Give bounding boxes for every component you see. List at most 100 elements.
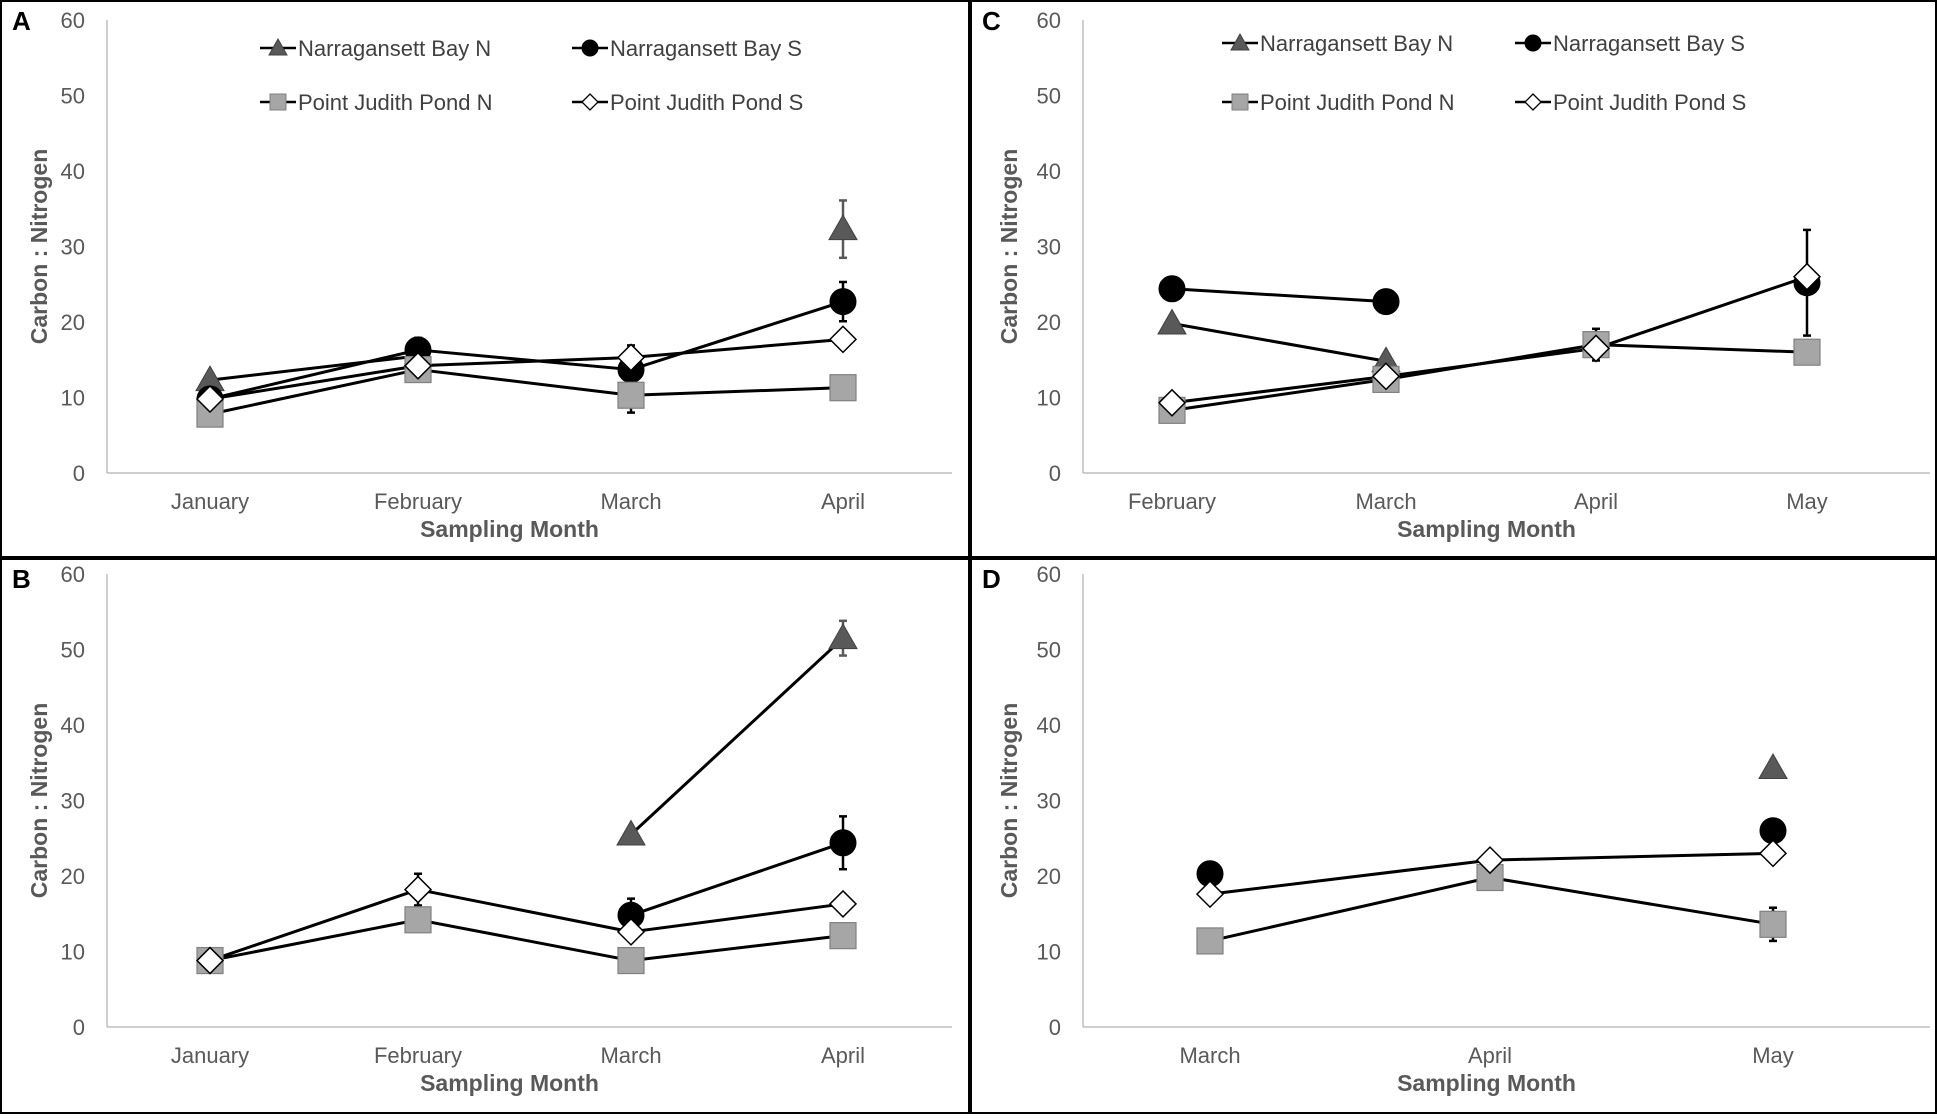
y-axis-title: Carbon : Nitrogen [996, 703, 1022, 899]
y-tick-label: 10 [61, 940, 85, 965]
marker-circle [1158, 275, 1186, 303]
y-tick-label: 0 [73, 461, 85, 486]
marker-diamond [828, 325, 858, 354]
panel-b: B 0 10 20 30 40 50 60 January February March April S… [0, 558, 970, 1114]
series-point-judith-pond-n [1209, 876, 1774, 943]
y-tick-label: 20 [61, 310, 85, 335]
series-line-segment [629, 637, 845, 836]
series-line-segment [209, 918, 419, 963]
x-axis-title: Sampling Month [1397, 1070, 1576, 1096]
series-line-segment [1595, 275, 1808, 350]
series-line-segment [1595, 343, 1808, 354]
x-tick-label: April [1574, 489, 1618, 514]
series-narragansett-bay-n [1171, 322, 1387, 363]
y-tick-label: 40 [61, 159, 85, 184]
legend-item: Narragansett Bay S [1515, 31, 1745, 56]
y-tick-label: 60 [61, 8, 85, 33]
legend-item: Point Judith Pond S [572, 90, 803, 115]
series-point-judith-pond-s [209, 888, 844, 962]
marker-square [1793, 338, 1821, 366]
panel-a: A 0 10 20 30 40 50 60 January February March April S… [0, 0, 970, 558]
marker-diamond [403, 351, 433, 380]
marker-diamond [1157, 388, 1187, 417]
series-line-segment [417, 888, 632, 934]
panel-label: C [982, 6, 1001, 36]
panel-label: A [12, 6, 31, 36]
legend-marker-triangle [268, 37, 288, 56]
series-line-segment [1171, 374, 1387, 405]
series-narragansett-bay-n [209, 354, 419, 382]
panel-label: D [982, 564, 1001, 594]
legend-item: Point Judith Pond N [1222, 90, 1454, 115]
series-line-segment [417, 368, 632, 397]
legend-item: Point Judith Pond N [260, 90, 492, 115]
x-tick-label: January [171, 489, 249, 514]
series-line-segment [1385, 346, 1597, 378]
series-line-segment [630, 902, 844, 934]
marker-triangle [828, 214, 858, 241]
series-line-segment [209, 354, 419, 382]
y-tick-label: 0 [1049, 461, 1061, 486]
series-line-segment [417, 355, 632, 368]
marker-diamond [1792, 262, 1822, 291]
y-tick-label: 50 [61, 638, 85, 663]
legend-label: Point Judith Pond N [1260, 90, 1454, 115]
marker-diamond [403, 875, 433, 904]
series-line-segment [1209, 876, 1491, 943]
series-narragansett-bay-s [209, 300, 844, 401]
y-tick-label: 20 [1037, 864, 1061, 889]
y-tick-label: 30 [61, 789, 85, 814]
marker-circle [829, 829, 857, 857]
marker-diamond [195, 384, 225, 414]
series-line-segment [1171, 287, 1387, 304]
series-line-segment [1171, 322, 1387, 363]
series-line-segment [1209, 858, 1491, 896]
x-axis-title: Sampling Month [420, 1070, 599, 1096]
series-line-segment [209, 368, 419, 416]
marker-diamond [828, 889, 858, 918]
series-line-segment [630, 300, 844, 371]
y-axis-title: Carbon : Nitrogen [26, 149, 52, 345]
y-tick-label: 40 [1037, 713, 1061, 738]
panel-frame [0, 0, 970, 558]
panel-frame [0, 558, 970, 1114]
marker-square [829, 922, 857, 950]
y-tick-label: 60 [61, 562, 85, 587]
marker-square [617, 381, 645, 409]
series-point-judith-pond-n [209, 368, 844, 416]
marker-triangle [1157, 308, 1187, 335]
x-tick-label: March [600, 1043, 661, 1068]
legend-item: Narragansett Bay N [260, 36, 491, 61]
y-tick-label: 20 [61, 864, 85, 889]
marker-triangle [1758, 753, 1788, 780]
series-line-segment [630, 386, 844, 397]
series-line-segment [630, 841, 844, 917]
legend-label: Narragansett Bay S [610, 36, 802, 61]
x-tick-label: April [1468, 1043, 1512, 1068]
marker-diamond [1758, 839, 1788, 868]
panel-c: C 0 10 20 30 40 50 60 February March April May Sampl… [970, 0, 1937, 558]
legend-marker-circle [581, 39, 599, 57]
series-line-segment [209, 364, 419, 401]
legend-item: Narragansett Bay N [1222, 31, 1453, 56]
marker-diamond [616, 917, 646, 946]
legend: Narragansett Bay N Narragansett Bay S Poin… [260, 36, 803, 115]
marker-diamond [1195, 880, 1225, 909]
y-axis-title: Carbon : Nitrogen [996, 149, 1022, 345]
x-axis-title: Sampling Month [1397, 516, 1576, 542]
series-line-segment [1171, 377, 1387, 412]
series-point-judith-pond-n [209, 918, 844, 963]
series-line-segment [209, 888, 419, 962]
legend-label: Narragansett Bay N [1260, 31, 1453, 56]
legend-marker-square [1231, 93, 1249, 111]
x-tick-label: April [821, 1043, 865, 1068]
x-tick-label: March [600, 489, 661, 514]
x-tick-label: May [1786, 489, 1828, 514]
y-tick-label: 50 [61, 84, 85, 109]
series-line-segment [630, 934, 844, 963]
legend-label: Point Judith Pond S [1553, 90, 1746, 115]
legend-label: Point Judith Pond N [298, 90, 492, 115]
series-line-segment [209, 348, 419, 401]
series-point-judith-pond-s [1171, 275, 1808, 405]
